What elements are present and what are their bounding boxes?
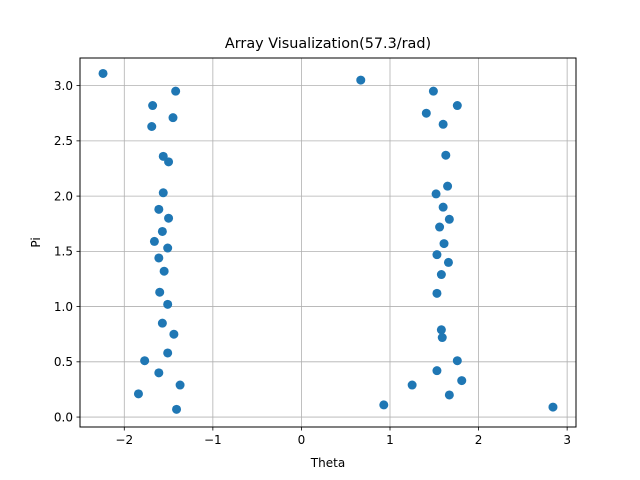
scatter-point: [435, 222, 445, 232]
plot-frame: [79, 57, 577, 428]
scatter-point: [163, 299, 173, 309]
x-tick-label: −2: [115, 433, 133, 447]
x-tick-label: −1: [204, 433, 222, 447]
scatter-point: [438, 119, 448, 129]
scatter-point: [157, 226, 167, 236]
scatter-point: [457, 376, 467, 386]
y-tick-label: 0.5: [54, 355, 73, 369]
scatter-point: [428, 86, 438, 96]
scatter-point: [436, 325, 446, 335]
scatter-point: [98, 68, 108, 78]
y-tick-label: 2.0: [54, 189, 73, 203]
scatter-point: [149, 236, 159, 246]
scatter-point: [154, 204, 164, 214]
x-tick-label: 3: [563, 433, 571, 447]
x-tick-label: 0: [298, 433, 306, 447]
scatter-point: [443, 181, 453, 191]
scatter-point: [356, 75, 366, 85]
scatter-point: [421, 108, 431, 118]
scatter-point: [140, 356, 150, 366]
y-tick-label: 1.5: [54, 245, 73, 259]
scatter-point: [437, 333, 447, 343]
scatter-point: [172, 404, 182, 414]
scatter-point: [548, 402, 558, 412]
scatter-point: [154, 368, 164, 378]
scatter-point: [432, 250, 442, 260]
scatter-point: [169, 329, 179, 339]
scatter-point: [436, 270, 446, 280]
scatter-point: [164, 213, 174, 223]
scatter-point: [444, 214, 454, 224]
scatter-point: [157, 318, 167, 328]
x-tick-label: 1: [386, 433, 394, 447]
y-tick-label: 3.0: [54, 79, 73, 93]
scatter-point: [441, 150, 451, 160]
scatter-point: [439, 239, 449, 249]
scatter-point: [164, 157, 174, 167]
scatter-point: [432, 288, 442, 298]
scatter-point: [147, 121, 157, 131]
scatter-point: [452, 101, 462, 111]
y-tick-label: 1.0: [54, 300, 73, 314]
scatter-point: [171, 86, 181, 96]
scatter-point: [175, 380, 185, 390]
scatter-point: [155, 287, 165, 297]
scatter-point: [168, 113, 178, 123]
scatter-point: [163, 243, 173, 253]
scatter-point: [133, 389, 143, 399]
scatter-point: [159, 266, 169, 276]
scatter-point: [443, 257, 453, 267]
y-tick-label: 0.0: [54, 410, 73, 424]
x-axis-label: Theta: [310, 456, 345, 470]
x-tick-label: 2: [475, 433, 483, 447]
scatter-point: [431, 189, 441, 199]
chart-title: Array Visualization(57.3/rad): [225, 36, 431, 52]
y-axis-label: Pi: [29, 237, 43, 247]
scatter-point: [407, 380, 417, 390]
scatter-point: [148, 101, 158, 111]
scatter-point: [158, 188, 168, 198]
scatter-point: [154, 253, 164, 263]
y-tick-label: 2.5: [54, 134, 73, 148]
scatter-point: [438, 202, 448, 212]
data-points: [98, 68, 558, 414]
scatter-point: [444, 390, 454, 400]
scatter-point: [452, 356, 462, 366]
scatter-point: [163, 348, 173, 358]
axis-ticks: −2 −1 0 1 2 3 0.0 0.5 1.0 1.5 2.0 2.5 3.0: [54, 79, 571, 447]
scatter-point: [379, 400, 389, 410]
scatter-point: [432, 366, 442, 376]
